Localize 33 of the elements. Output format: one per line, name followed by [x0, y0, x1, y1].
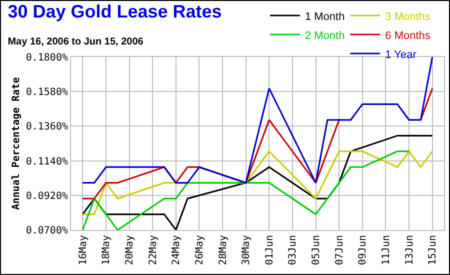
- line-series: [82, 150, 410, 230]
- x-tick-label: 30May: [241, 235, 252, 266]
- x-tick-label: 26May: [194, 235, 206, 266]
- x-tick-label: 28May: [218, 235, 229, 266]
- x-tick-label: 22May: [148, 235, 159, 266]
- y-axis-title: Annual Percentage Rate: [10, 77, 22, 210]
- y-tick-label: 0.1360%: [26, 122, 68, 133]
- x-tick-label: 11Jun: [380, 235, 392, 266]
- x-tick-label: 16May: [78, 235, 89, 266]
- x-tick-label: 24May: [171, 235, 182, 266]
- legend-label: 3 Months: [385, 10, 431, 23]
- chart-subtitle: May 16, 2006 to Jun 15, 2006: [8, 36, 144, 48]
- x-tick-label: 15Jun: [428, 235, 439, 266]
- x-tick-label: 13Jun: [404, 235, 416, 266]
- x-tick-label: 01Jun: [264, 235, 276, 266]
- x-tick-label: 09Jun: [358, 235, 369, 266]
- line-series: [82, 57, 434, 184]
- x-tick-label: 03Jun: [288, 235, 299, 266]
- y-tick-label: 0.1580%: [26, 87, 68, 98]
- y-tick-label: 0.0700%: [26, 226, 68, 236]
- x-tick-label: 05Jun: [311, 235, 322, 266]
- legend-label: 6 Months: [385, 30, 431, 42]
- line-series: [82, 134, 434, 230]
- x-tick-label: 20May: [124, 235, 136, 266]
- legend-label: 2 Month: [304, 30, 345, 42]
- x-tick-label: 07Jun: [334, 235, 346, 266]
- chart-title: 30 Day Gold Lease Rates: [8, 2, 222, 22]
- legend-label: 1 Year: [385, 48, 417, 61]
- y-tick-label: 0.0920%: [26, 190, 68, 202]
- legend-label: 1 Month: [304, 10, 345, 23]
- y-tick-label: 0.1800%: [26, 52, 68, 64]
- x-tick-label: 18May: [101, 235, 112, 266]
- y-tick-label: 0.1140%: [26, 156, 68, 168]
